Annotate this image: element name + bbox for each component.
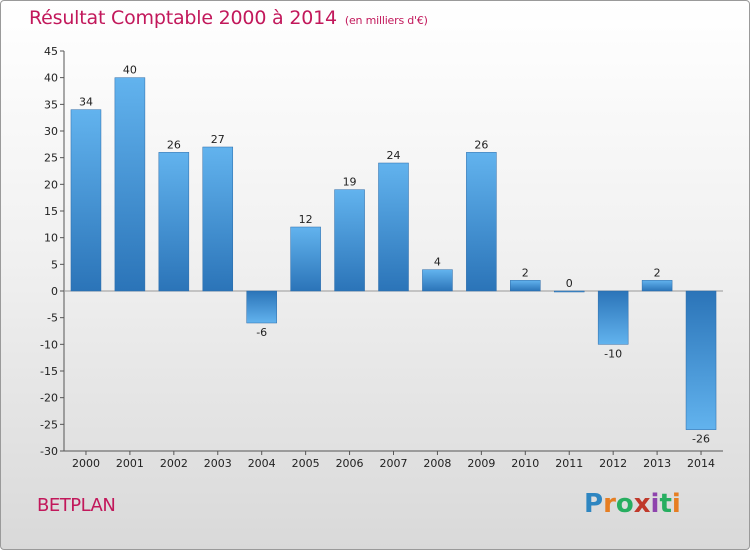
y-tick-label: 5 (51, 258, 58, 271)
bar-2006 (334, 189, 365, 292)
x-tick-label-2014: 2014 (687, 457, 715, 470)
bar-2005 (290, 226, 321, 292)
bar-2003 (202, 146, 234, 292)
chart-subtitle: (en milliers d'€) (344, 14, 428, 27)
x-tick-label-2004: 2004 (248, 457, 276, 470)
x-tick-label-2003: 2003 (204, 457, 232, 470)
y-tick-label: 0 (51, 285, 58, 298)
value-label-2001: 40 (123, 64, 137, 77)
x-tick-label-2011: 2011 (555, 457, 583, 470)
bar-2012 (597, 290, 629, 345)
x-tick-label-2006: 2006 (336, 457, 364, 470)
value-label-2000: 34 (79, 96, 93, 109)
x-tick-label-2001: 2001 (116, 457, 144, 470)
bar-2008 (422, 269, 453, 292)
x-tick-label-2000: 2000 (72, 457, 100, 470)
logo-letter: x (633, 489, 651, 519)
y-tick-label: 35 (44, 98, 58, 111)
value-label-2011: 0 (566, 277, 573, 290)
y-tick-label: 30 (44, 125, 58, 138)
y-tick-label: -10 (40, 338, 58, 351)
logo-letter: r (603, 489, 616, 519)
y-tick-label: 40 (44, 72, 58, 85)
logo-letter: i (650, 489, 660, 519)
x-tick-label-2002: 2002 (160, 457, 188, 470)
value-label-2003: 27 (211, 133, 225, 146)
x-tick-label-2012: 2012 (599, 457, 627, 470)
y-tick-label: 45 (44, 45, 58, 58)
y-tick-label: -30 (40, 445, 58, 458)
value-label-2006: 19 (343, 176, 357, 189)
bar-2013 (641, 280, 673, 292)
logo-letter: o (615, 489, 634, 519)
value-label-2014: -26 (692, 433, 710, 446)
y-tick-label: -20 (40, 392, 58, 405)
chart-title: Résultat Comptable 2000 à 2014 (en millie… (29, 7, 428, 29)
bar-2002 (158, 152, 190, 292)
bar-2014 (685, 290, 717, 430)
proxiti-logo: Proxiti (584, 489, 681, 519)
value-label-2002: 26 (167, 138, 181, 151)
y-tick-label: 15 (44, 205, 58, 218)
value-label-2013: 2 (654, 266, 661, 279)
x-tick-label-2008: 2008 (423, 457, 451, 470)
value-label-2007: 24 (387, 149, 401, 162)
x-tick-label-2010: 2010 (511, 457, 539, 470)
y-tick-label: -5 (47, 312, 58, 325)
bar-2011 (553, 290, 585, 293)
value-label-2005: 12 (299, 213, 313, 226)
chart-title-text: Résultat Comptable 2000 à 2014 (29, 7, 337, 29)
value-label-2009: 26 (474, 138, 488, 151)
y-tick-label: 10 (44, 232, 58, 245)
x-tick-label-2005: 2005 (292, 457, 320, 470)
logo-letter: P (584, 489, 604, 519)
bar-2001 (114, 77, 146, 292)
bar-2000 (70, 109, 102, 292)
x-tick-label-2013: 2013 (643, 457, 671, 470)
bar-2007 (378, 162, 409, 292)
value-label-2012: -10 (604, 347, 622, 360)
logo-letter: i (671, 489, 681, 519)
y-tick-label: -25 (40, 418, 58, 431)
value-label-2008: 4 (434, 256, 441, 269)
bar-2004 (246, 290, 277, 324)
y-tick-label: -15 (40, 365, 58, 378)
x-tick-label-2007: 2007 (380, 457, 408, 470)
value-labels: 34 40 26 27 -6 12 19 24 4 26 2 0 -10 2 -26 (79, 64, 710, 446)
bars (70, 77, 717, 430)
value-label-2010: 2 (522, 266, 529, 279)
y-tick-label: 20 (44, 178, 58, 191)
value-label-2004: -6 (256, 326, 267, 339)
logo-letter: t (659, 489, 672, 519)
entity-name: BETPLAN (37, 495, 116, 516)
y-tick-label: 25 (44, 152, 58, 165)
bar-2009 (466, 152, 497, 292)
x-tick-label-2009: 2009 (467, 457, 495, 470)
bar-2010 (510, 280, 541, 292)
